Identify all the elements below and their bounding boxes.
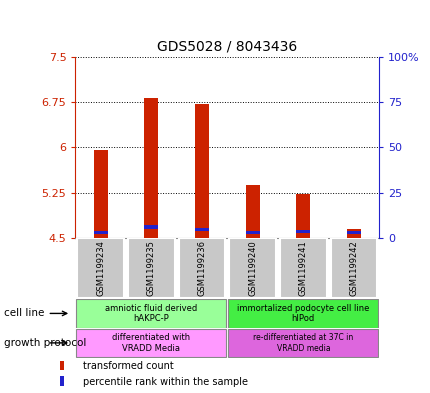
Bar	[76, 329, 226, 357]
Bar	[194, 104, 209, 238]
Bar	[330, 239, 376, 298]
Text: GSM1199235: GSM1199235	[147, 240, 156, 296]
Bar	[228, 329, 378, 357]
Bar	[295, 195, 310, 238]
Bar	[228, 299, 378, 328]
Text: growth protocol: growth protocol	[4, 338, 86, 348]
Bar	[178, 239, 225, 298]
Bar	[128, 239, 174, 298]
Bar	[144, 98, 158, 238]
Text: amniotic fluid derived
hAKPC-P: amniotic fluid derived hAKPC-P	[105, 304, 197, 323]
Text: GSM1199240: GSM1199240	[248, 241, 257, 296]
Text: percentile rank within the sample: percentile rank within the sample	[83, 377, 248, 387]
Bar	[60, 376, 64, 386]
Text: re-differentiated at 37C in
VRADD media: re-differentiated at 37C in VRADD media	[252, 333, 353, 353]
Text: GSM1199241: GSM1199241	[298, 241, 307, 296]
Bar	[295, 230, 310, 233]
Bar	[77, 239, 124, 298]
Text: GSM1199236: GSM1199236	[197, 240, 206, 296]
Bar	[60, 361, 64, 370]
Bar	[194, 228, 209, 231]
Text: transformed count: transformed count	[83, 361, 174, 371]
Text: differentiated with
VRADD Media: differentiated with VRADD Media	[112, 333, 190, 353]
Bar	[144, 226, 158, 229]
Text: GSM1199234: GSM1199234	[96, 240, 105, 296]
Bar	[346, 231, 360, 234]
Bar	[229, 239, 275, 298]
Bar	[245, 231, 259, 234]
Title: GDS5028 / 8043436: GDS5028 / 8043436	[157, 39, 297, 53]
Bar	[93, 231, 108, 234]
Text: GSM1199242: GSM1199242	[349, 241, 358, 296]
Bar	[280, 239, 326, 298]
Bar	[346, 229, 360, 238]
Bar	[76, 299, 226, 328]
Bar	[245, 185, 259, 238]
Bar	[93, 151, 108, 238]
Text: cell line: cell line	[4, 309, 45, 318]
Text: immortalized podocyte cell line
hIPod: immortalized podocyte cell line hIPod	[237, 304, 369, 323]
